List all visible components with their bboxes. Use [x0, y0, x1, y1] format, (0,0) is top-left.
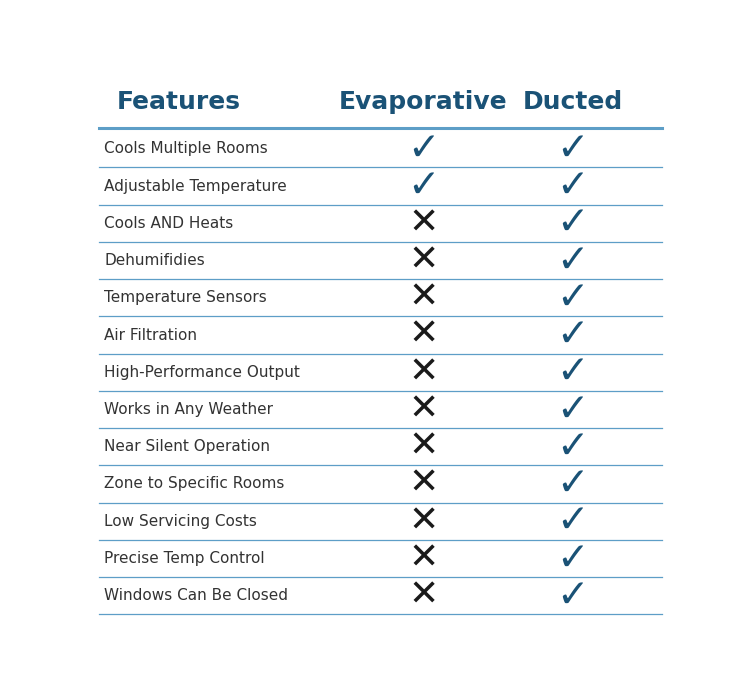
Text: Air Filtration: Air Filtration	[104, 328, 197, 342]
Text: ✕: ✕	[408, 206, 439, 240]
Text: ✓: ✓	[556, 242, 589, 280]
Text: Near Silent Operation: Near Silent Operation	[104, 439, 270, 454]
Text: ✕: ✕	[408, 579, 439, 612]
Text: ✕: ✕	[408, 355, 439, 389]
Text: ✓: ✓	[556, 279, 589, 317]
Text: Windows Can Be Closed: Windows Can Be Closed	[104, 588, 288, 603]
Text: ✓: ✓	[556, 354, 589, 391]
Text: ✓: ✓	[556, 390, 589, 429]
Text: ✓: ✓	[556, 539, 589, 578]
Text: ✕: ✕	[408, 244, 439, 278]
Text: Zone to Specific Rooms: Zone to Specific Rooms	[104, 477, 285, 491]
Text: Precise Temp Control: Precise Temp Control	[104, 551, 265, 566]
Text: ✕: ✕	[408, 504, 439, 538]
Text: ✕: ✕	[408, 541, 439, 576]
Text: ✓: ✓	[556, 204, 589, 242]
Text: ✓: ✓	[556, 503, 589, 540]
Text: ✕: ✕	[408, 467, 439, 501]
Text: High-Performance Output: High-Performance Output	[104, 365, 300, 380]
Text: ✕: ✕	[408, 318, 439, 352]
Text: Cools AND Heats: Cools AND Heats	[104, 216, 234, 231]
Text: Ducted: Ducted	[523, 90, 623, 114]
Text: ✓: ✓	[556, 129, 589, 168]
Text: ✓: ✓	[407, 167, 440, 205]
Text: ✓: ✓	[556, 316, 589, 354]
Text: Temperature Sensors: Temperature Sensors	[104, 290, 267, 306]
Text: ✓: ✓	[556, 167, 589, 205]
Text: ✓: ✓	[556, 428, 589, 466]
Text: ✓: ✓	[556, 465, 589, 503]
Text: Cools Multiple Rooms: Cools Multiple Rooms	[104, 141, 268, 157]
Text: ✓: ✓	[556, 577, 589, 615]
Text: ✕: ✕	[408, 280, 439, 315]
Text: Evaporative: Evaporative	[339, 90, 508, 114]
Text: Features: Features	[117, 90, 241, 114]
Text: Adjustable Temperature: Adjustable Temperature	[104, 178, 287, 193]
Text: Works in Any Weather: Works in Any Weather	[104, 402, 273, 417]
Text: Low Servicing Costs: Low Servicing Costs	[104, 514, 257, 529]
Text: Dehumifidies: Dehumifidies	[104, 253, 205, 268]
Text: ✕: ✕	[408, 429, 439, 464]
Text: ✓: ✓	[407, 129, 440, 168]
Text: ✕: ✕	[408, 393, 439, 427]
